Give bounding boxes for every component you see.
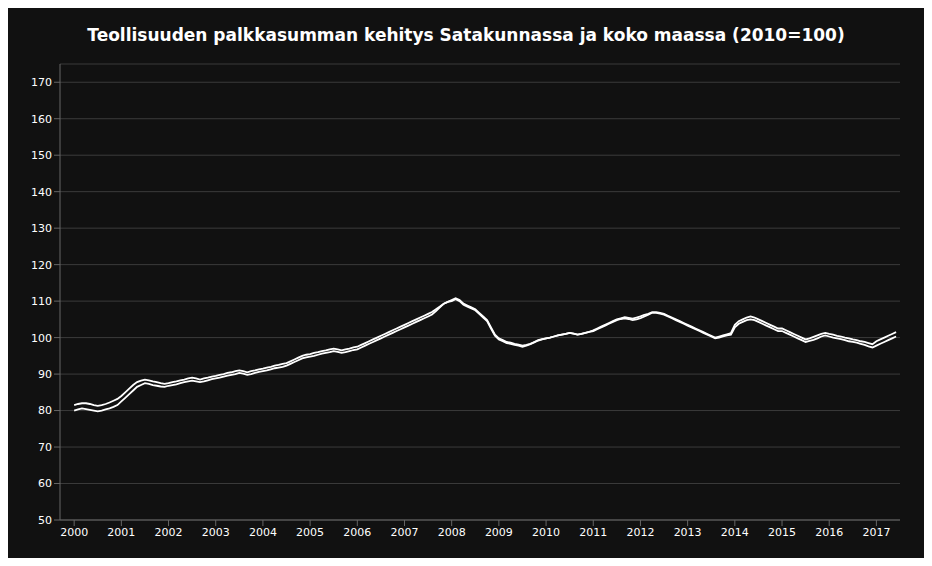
svg-text:150: 150 (31, 149, 52, 162)
svg-text:2016: 2016 (815, 526, 843, 539)
svg-text:130: 130 (31, 222, 52, 235)
svg-text:2009: 2009 (485, 526, 513, 539)
svg-text:2000: 2000 (60, 526, 88, 539)
svg-text:2005: 2005 (296, 526, 324, 539)
svg-text:2014: 2014 (721, 526, 749, 539)
html-text:Teollisuuden palkkasumman kehi: Teollisuuden palkkasumman kehitys Sataku… (87, 25, 845, 45)
svg-text:2004: 2004 (249, 526, 277, 539)
svg-text:60: 60 (38, 477, 52, 490)
svg-text:2015: 2015 (768, 526, 796, 539)
svg-text:70: 70 (38, 441, 52, 454)
svg-text:110: 110 (31, 295, 52, 308)
svg-text:2002: 2002 (155, 526, 183, 539)
svg-text:2012: 2012 (626, 526, 654, 539)
svg-text:2003: 2003 (202, 526, 230, 539)
svg-text:2017: 2017 (862, 526, 890, 539)
svg-text:100: 100 (31, 332, 52, 345)
svg-text:120: 120 (31, 259, 52, 272)
svg-text:170: 170 (31, 76, 52, 89)
svg-text:2013: 2013 (674, 526, 702, 539)
svg-text:140: 140 (31, 186, 52, 199)
svg-text:2010: 2010 (532, 526, 560, 539)
svg-text:160: 160 (31, 113, 52, 126)
svg-text:90: 90 (38, 368, 52, 381)
svg-text:80: 80 (38, 404, 52, 417)
svg-text:2001: 2001 (107, 526, 135, 539)
svg-text:2011: 2011 (579, 526, 607, 539)
svg-text:2006: 2006 (343, 526, 371, 539)
svg-text:2008: 2008 (438, 526, 466, 539)
svg-text:50: 50 (38, 514, 52, 527)
svg-text:2007: 2007 (390, 526, 418, 539)
